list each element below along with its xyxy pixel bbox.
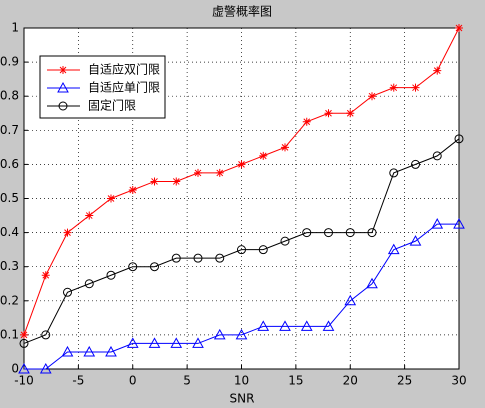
x-tick-label: 5 [183,374,191,388]
marker [411,83,420,92]
marker [409,235,422,246]
marker [300,320,313,331]
marker [237,160,246,169]
marker [344,294,357,306]
marker [411,159,420,169]
marker [172,177,181,186]
marker [61,345,74,357]
marker [194,168,202,177]
marker [193,253,203,263]
x-tick-label: 25 [397,374,412,388]
legend-label: 自适应单门限 [88,80,160,95]
marker [192,337,204,348]
marker [368,92,376,101]
marker [302,228,312,238]
series-line [24,223,459,370]
marker [433,66,442,75]
y-tick-label: 0.6 [0,157,19,171]
marker [389,168,399,178]
marker [259,151,268,160]
marker [128,185,137,194]
marker [346,109,355,118]
y-tick-label: 0.2 [0,293,19,307]
marker [171,253,181,263]
marker [63,228,72,237]
marker [237,245,246,255]
x-tick-label: 20 [343,374,358,388]
marker [107,194,115,203]
marker [324,228,333,238]
marker [19,338,29,348]
marker [58,101,68,111]
marker [431,218,444,229]
y-tick-label: 0.3 [0,259,19,273]
marker [454,134,464,144]
marker [128,262,138,272]
chart-title: 虚警概率图 [212,4,272,19]
x-tick-label: 10 [234,374,249,388]
marker [280,236,290,246]
legend-label: 固定门限 [88,98,136,113]
y-tick-label: 0.9 [0,55,19,69]
marker [387,243,400,255]
x-tick-label: 0 [129,374,137,388]
marker [215,253,225,263]
marker [41,330,51,340]
marker [20,330,28,339]
y-tick-label: 0.1 [0,327,19,341]
y-tick-label: 0.8 [0,89,19,103]
series-line [23,138,460,344]
marker [41,271,50,280]
marker [345,228,355,238]
marker [455,24,463,32]
marker [106,270,116,280]
x-tick-label: -10 [14,374,34,388]
marker [213,328,226,340]
marker [150,262,159,272]
marker [57,81,69,93]
x-tick-label: -5 [72,374,84,388]
marker [279,320,291,331]
marker [258,245,268,255]
marker [215,168,224,177]
marker [148,337,161,348]
marker [281,143,289,152]
legend-label: 自适应双门限 [88,62,160,77]
marker [126,337,139,348]
y-tick-label: 0.5 [0,191,19,205]
marker [302,117,311,126]
marker [105,345,117,357]
marker [63,287,72,297]
marker [84,279,94,289]
marker [389,83,398,92]
marker [59,66,67,74]
marker [367,228,377,238]
marker [257,320,270,331]
x-tick-label: 30 [451,374,466,388]
marker [324,109,333,118]
marker [453,218,465,229]
marker [150,177,159,186]
marker [322,320,335,331]
marker [432,151,442,161]
marker [85,211,94,220]
marker [39,362,52,374]
marker [235,328,248,340]
y-tick-label: 0 [11,362,19,376]
y-tick-label: 0.4 [0,225,19,239]
y-tick-label: 1 [11,21,19,35]
marker [170,337,183,348]
marker [83,345,96,357]
x-axis-label: SNR [230,392,255,406]
marker [18,362,30,374]
marker [366,277,378,289]
y-tick-label: 0.7 [0,123,19,137]
x-tick-label: 15 [288,374,303,388]
